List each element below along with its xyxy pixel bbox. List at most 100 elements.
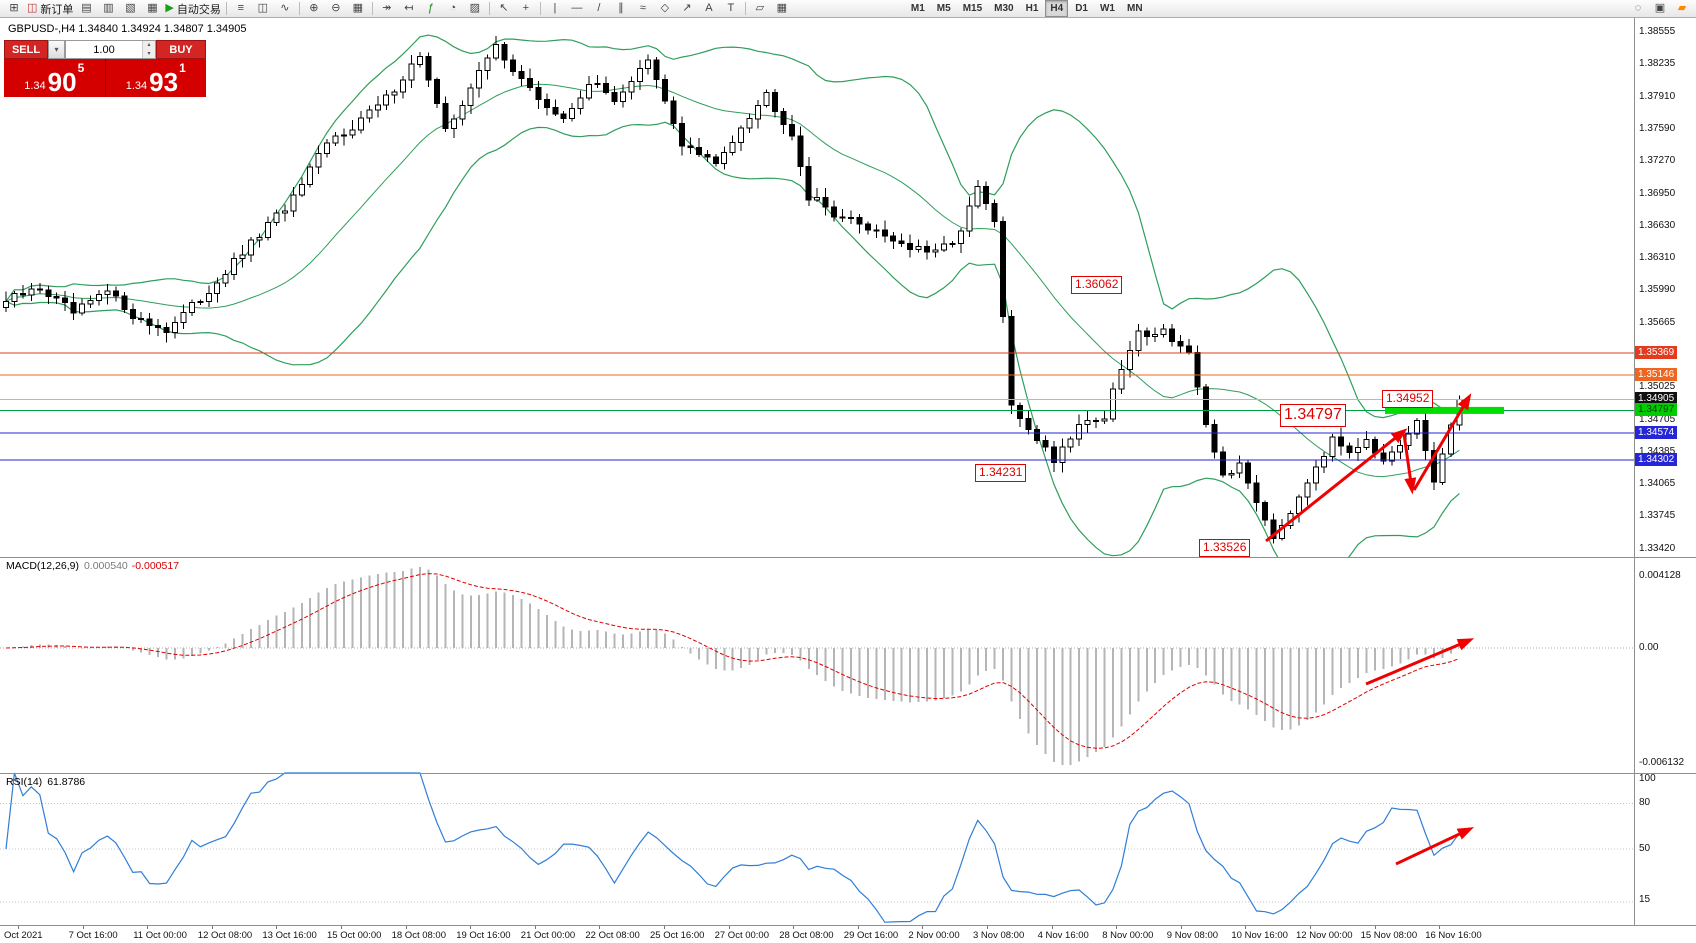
date-label: 12 Nov 00:00 xyxy=(1296,930,1353,941)
date-label: 19 Oct 16:00 xyxy=(456,930,511,941)
candlestick-chart-button[interactable]: ◫ xyxy=(252,1,274,17)
navigator-button[interactable]: ▧ xyxy=(119,1,141,17)
shapes-button[interactable]: ◇ xyxy=(654,1,676,17)
timeframe-w1-button[interactable]: W1 xyxy=(1099,3,1115,14)
line-chart-icon: ∿ xyxy=(280,2,290,14)
price-callout[interactable]: 1.34952 xyxy=(1382,390,1434,408)
macd-name: MACD(12,26,9) xyxy=(6,560,79,572)
auto-scroll-icon: ↠ xyxy=(382,2,392,14)
text-label-button[interactable]: T xyxy=(720,1,742,17)
price-badge: 1.34797 xyxy=(1635,403,1678,417)
new-order-button[interactable]: ◫ 新订单 xyxy=(25,1,75,17)
buy-button[interactable]: BUY xyxy=(156,40,206,59)
periods-button[interactable]: ◔ xyxy=(442,1,464,17)
cursor-button[interactable]: ↖ xyxy=(493,1,515,17)
crosshair-button[interactable]: + xyxy=(515,1,537,17)
alerts-button[interactable]: ▰ xyxy=(1671,1,1693,17)
text-button[interactable]: A xyxy=(698,1,720,17)
price-callout[interactable]: 1.34231 xyxy=(975,464,1027,482)
date-label: 9 Nov 08:00 xyxy=(1166,930,1219,941)
date-label: 18 Oct 08:00 xyxy=(391,930,446,941)
rsi-name: RSI(14) xyxy=(6,776,43,788)
axis-label: 1.35990 xyxy=(1639,284,1676,296)
date-label: 12 Oct 08:00 xyxy=(197,930,253,941)
axis-tick xyxy=(922,926,924,929)
indicators-icon: ƒ xyxy=(427,2,434,14)
horizontal-line-button[interactable]: — xyxy=(566,1,588,17)
crosshair-icon: + xyxy=(522,2,530,14)
volume-decrease-button[interactable]: ▾ xyxy=(143,49,155,58)
line-chart-button[interactable]: ∿ xyxy=(274,1,296,17)
sell-price[interactable]: 1.34 90 5 xyxy=(4,59,105,97)
auto-scroll-button[interactable]: ↠ xyxy=(376,1,398,17)
terminal-button[interactable]: ▦ xyxy=(141,1,163,17)
pane-separator[interactable] xyxy=(0,773,1696,774)
main-pane xyxy=(3,34,1463,557)
autotrading-button[interactable]: ▶ 自动交易 xyxy=(163,1,222,17)
market-watch-button[interactable]: ▤ xyxy=(75,1,97,17)
data-window-icon: ▥ xyxy=(103,2,114,14)
text-label-icon: T xyxy=(727,2,735,14)
bar-chart-button[interactable]: ≡ xyxy=(230,1,252,17)
bid-ask-display[interactable]: 1.34 90 5 1.34 93 1 xyxy=(4,59,206,97)
chart-canvas[interactable] xyxy=(0,18,1696,925)
price-badge: 1.35146 xyxy=(1635,368,1678,382)
axis-label: -0.006132 xyxy=(1639,757,1685,768)
trendline-button[interactable]: / xyxy=(588,1,610,17)
indicators-button[interactable]: ƒ xyxy=(420,1,442,17)
zoom-out-button[interactable]: ⊖ xyxy=(325,1,347,17)
search-button[interactable]: ◌ xyxy=(1627,1,1649,17)
order-options-dropdown[interactable]: ▾ xyxy=(48,40,65,59)
price-callout[interactable]: 1.36062 xyxy=(1071,276,1123,294)
arrows-button[interactable]: ↗ xyxy=(676,1,698,17)
timeframe-m30-button[interactable]: M30 xyxy=(994,3,1014,14)
axis-tick xyxy=(1051,926,1053,929)
volume-input[interactable] xyxy=(66,41,142,58)
timeframe-m15-button[interactable]: M15 xyxy=(962,3,983,14)
price-scale[interactable]: 1.38555 1.38235 1.37910 1.37590 1.37270 1.369… xyxy=(1635,18,1696,925)
time-axis[interactable]: Oct 2021 7 Oct 16:00 11 Oct 00:00 12 Oct 08… xyxy=(0,926,1696,943)
pane-separator[interactable] xyxy=(0,557,1696,558)
zoom-in-button[interactable]: ⊕ xyxy=(303,1,325,17)
grid-button[interactable]: ▦ xyxy=(771,1,793,17)
sell-button[interactable]: SELL xyxy=(4,40,48,59)
new-chart-button[interactable]: ⊞ xyxy=(3,1,25,17)
axis-label: 1.38235 xyxy=(1639,58,1676,70)
date-label: 15 Nov 08:00 xyxy=(1360,930,1418,941)
buy-price[interactable]: 1.34 93 1 xyxy=(106,59,207,97)
templates-button[interactable]: ▨ xyxy=(464,1,486,17)
toolbar-separator xyxy=(539,2,541,15)
axis-label: 0.004128 xyxy=(1639,570,1681,581)
date-label: 13 Oct 16:00 xyxy=(262,930,317,941)
timeframe-d1-button[interactable]: D1 xyxy=(1075,3,1088,14)
alerts-icon: ▰ xyxy=(1677,2,1687,14)
channel-icon: ∥ xyxy=(618,2,624,14)
toolbar-separator xyxy=(488,2,490,15)
data-window-button[interactable]: ▥ xyxy=(97,1,119,17)
objects-list-button[interactable]: ▱ xyxy=(749,1,771,17)
axis-label: 100 xyxy=(1639,773,1656,784)
sell-price-frac: 5 xyxy=(77,61,85,75)
axis-tick xyxy=(82,926,84,929)
volume-increase-button[interactable]: ▴ xyxy=(143,41,155,50)
timeframe-h1-button[interactable]: H1 xyxy=(1025,3,1039,14)
chart-profile-button[interactable]: ▣ xyxy=(1649,1,1671,17)
fibonacci-button[interactable]: ≈ xyxy=(632,1,654,17)
date-label: 28 Oct 08:00 xyxy=(779,930,834,941)
timeframe-mn-button[interactable]: MN xyxy=(1126,3,1143,14)
axis-label: 1.37590 xyxy=(1639,123,1676,135)
axis-tick xyxy=(1439,926,1441,929)
tile-windows-button[interactable]: ▦ xyxy=(347,1,369,17)
cursor-icon: ↖ xyxy=(499,2,509,14)
timeframe-m1-button[interactable]: M1 xyxy=(910,3,925,14)
channel-button[interactable]: ∥ xyxy=(610,1,632,17)
price-callout[interactable]: 1.33526 xyxy=(1199,539,1251,557)
axis-label: 1.34705 xyxy=(1639,413,1676,425)
chart-shift-button[interactable]: ↤ xyxy=(398,1,420,17)
main-toolbar: ⊞ ◫ 新订单 ▤ ▥ ▧ ▦ ▶ 自动交易 ≡ ◫ ∿ ⊕ ⊖ ▦ ↠ ↤ ƒ ◔ ▨ ↖ + | — / ∥ ≈ ◇ ↗ A T ▱ ▦ M… xyxy=(0,0,1696,18)
axis-tick xyxy=(1245,926,1247,929)
timeframe-h4-button[interactable]: H4 xyxy=(1045,0,1069,17)
timeframe-m5-button[interactable]: M5 xyxy=(936,3,951,14)
vertical-line-button[interactable]: | xyxy=(544,1,566,17)
price-callout[interactable]: 1.34797 xyxy=(1280,404,1346,427)
